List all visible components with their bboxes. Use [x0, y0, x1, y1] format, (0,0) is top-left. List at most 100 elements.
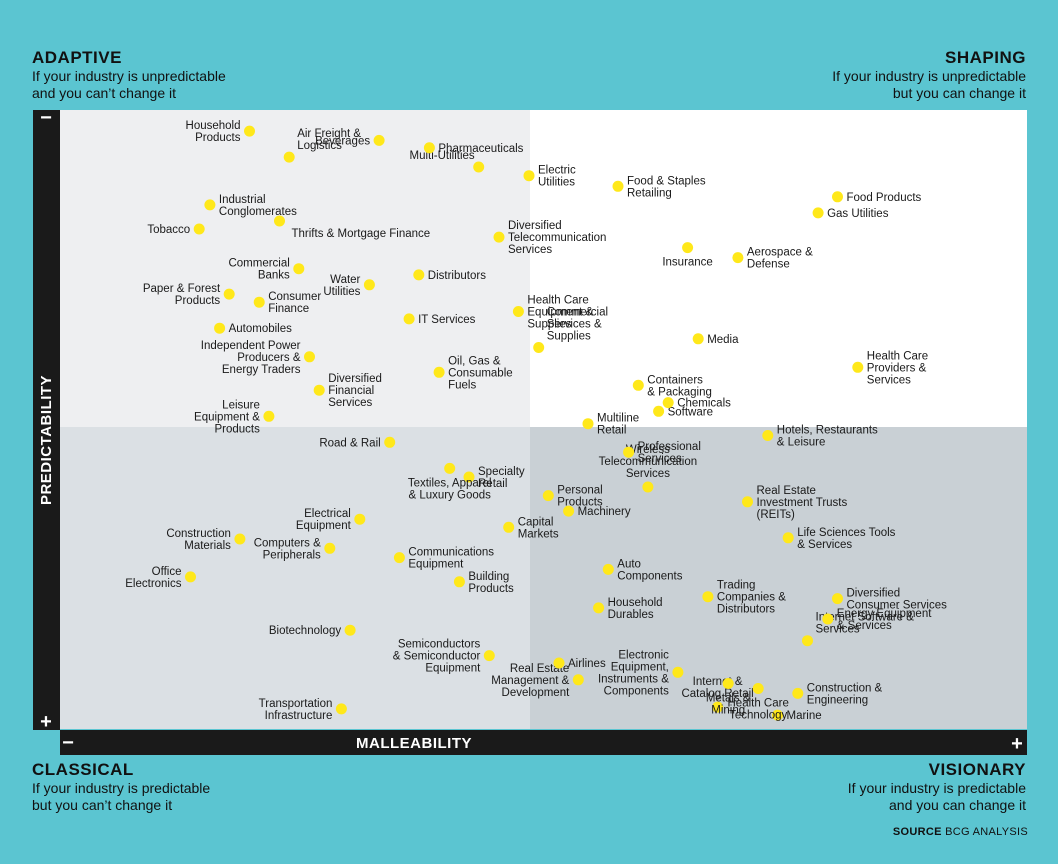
point-marker	[253, 296, 265, 308]
point-label: Health Care Technology	[728, 698, 789, 722]
point-label-line: Markets	[518, 528, 559, 540]
quadrant-title-shaping: SHAPING	[945, 48, 1026, 67]
point-label-line: Hotels, Restaurants	[777, 425, 878, 437]
point-label-line: Utilities	[323, 286, 360, 298]
point-marker	[742, 496, 753, 508]
point-label-line: Peripherals	[263, 549, 321, 561]
point-label-line: Services	[638, 453, 682, 465]
point-label: Media	[707, 334, 739, 346]
point-label: Industrial Conglomerates	[219, 194, 297, 218]
data-point-computers-peripherals: Computers & Peripherals	[254, 537, 336, 561]
data-point-water-utilities: Water Utilities	[323, 274, 375, 298]
point-marker	[792, 687, 804, 699]
point-marker	[712, 701, 724, 713]
point-label: Capital Markets	[518, 516, 559, 540]
point-label-line: Paper & Forest	[143, 283, 221, 295]
data-point-health-care-equipment-supplies: Health Care Equipment & Supplies	[512, 295, 594, 331]
point-label-line: Products	[175, 295, 221, 307]
point-label-line: Diversified	[847, 588, 901, 600]
point-label-line: Mining	[711, 705, 745, 717]
point-label-line: Consumable	[448, 367, 513, 379]
quadrant-subtitle-classical: If your industry is predictable but you …	[32, 780, 292, 814]
data-point-industrial-conglomerates: Industrial Conglomerates	[204, 194, 297, 218]
point-label: Household Products	[186, 120, 241, 144]
point-label: Containers & Packaging	[647, 374, 712, 398]
point-label: Personal Products	[557, 485, 603, 509]
point-marker	[483, 650, 495, 662]
data-point-energy-equipment-services: Energy Equipment & Services	[822, 608, 932, 632]
point-label-line: Commercial	[228, 258, 289, 270]
data-point-road-rail: Road & Rail	[319, 436, 396, 449]
point-label: Gas Utilities	[827, 208, 889, 220]
data-point-diversified-telecommunication-services: Diversified Telecommunication Services	[493, 220, 606, 256]
point-label: Distributors	[428, 270, 486, 282]
point-label-line: Telecommunication	[508, 232, 606, 244]
point-label: Diversified Consumer Services	[847, 588, 948, 612]
point-marker	[463, 471, 475, 483]
point-label: Construction Materials	[166, 528, 231, 552]
point-label: Communications Equipment	[408, 547, 494, 571]
quadrant-backgrounds	[60, 110, 1027, 729]
x-axis-bar	[60, 730, 1027, 755]
data-point-office-electronics: Office Electronics	[125, 566, 196, 590]
point-label: Automobiles	[229, 323, 293, 335]
data-point-electronic-equipment-instruments-components: Electronic Equipment, Instruments & Compone…	[598, 649, 684, 697]
point-label-line: Instruments &	[598, 673, 669, 685]
point-label-line: Leisure	[222, 399, 260, 411]
point-label-line: Conglomerates	[219, 206, 297, 218]
point-label: Thrifts & Mortgage Finance	[292, 228, 431, 240]
point-label: Software	[668, 406, 713, 418]
data-point-beverages: Beverages	[315, 134, 385, 147]
point-marker	[335, 703, 347, 715]
adaptive-line1: If your industry is unpredictable	[32, 68, 226, 84]
point-label-line: (REITs)	[757, 509, 796, 521]
point-label: Metals & Mining	[706, 693, 751, 717]
point-label-line: Oil, Gas &	[448, 355, 501, 367]
data-point-pharmaceuticals: Pharmaceuticals	[423, 142, 524, 155]
point-marker	[283, 151, 295, 163]
point-label-line: Capital	[518, 516, 554, 528]
point-label-line: Diversified	[328, 373, 382, 385]
point-label: Machinery	[578, 506, 631, 518]
point-label-line: Equipment	[408, 559, 464, 571]
point-marker	[672, 666, 684, 678]
point-label: Office Electronics	[125, 566, 181, 590]
data-point-chemicals: Chemicals	[662, 397, 731, 410]
point-marker	[812, 207, 824, 219]
point-label-line: Professional	[638, 441, 701, 453]
point-label: Specialty Retail	[478, 466, 525, 490]
point-marker	[542, 490, 554, 502]
point-label-line: Services	[328, 397, 372, 409]
point-marker	[503, 521, 515, 533]
point-label: Health Care Equipment & Supplies	[527, 295, 593, 331]
point-label-line: Electric	[538, 165, 576, 177]
point-marker	[473, 161, 485, 173]
y-axis-bottom-sign: +	[40, 711, 52, 733]
quadrant-shaping-bg	[530, 110, 1027, 427]
point-marker	[642, 481, 654, 493]
point-label-line: & Luxury Goods	[408, 489, 491, 501]
point-label-line: Finance	[268, 303, 309, 315]
point-label-line: Technology	[729, 710, 787, 722]
data-point-diversified-consumer-services: Diversified Consumer Services	[832, 588, 947, 612]
point-label: Commercial Services & Supplies	[547, 307, 608, 343]
point-label-line: Supplies	[547, 331, 591, 343]
point-label: IT Services	[418, 314, 476, 326]
point-label-line: Construction	[166, 528, 231, 540]
point-label: Electrical Equipment	[296, 508, 352, 532]
data-point-electric-utilities: Electric Utilities	[523, 165, 576, 189]
point-label-line: Beverages	[315, 135, 370, 147]
point-label: Hotels, Restaurants & Leisure	[777, 425, 878, 449]
point-marker	[403, 313, 415, 325]
point-marker	[612, 180, 624, 192]
data-point-specialty-retail: Specialty Retail	[463, 466, 525, 490]
data-point-hotels-restaurants-leisure: Hotels, Restaurants & Leisure	[762, 425, 878, 449]
point-label-line: Logistics	[297, 140, 342, 152]
point-label-line: Specialty	[478, 466, 525, 478]
point-label-line: Water	[330, 274, 360, 286]
point-label-line: Electronic	[618, 649, 669, 661]
point-label-line: Biotechnology	[269, 625, 341, 637]
point-label-line: Engineering	[807, 694, 868, 706]
point-label-line: Office	[152, 566, 182, 578]
source-text: BCG ANALYSIS	[945, 826, 1028, 838]
